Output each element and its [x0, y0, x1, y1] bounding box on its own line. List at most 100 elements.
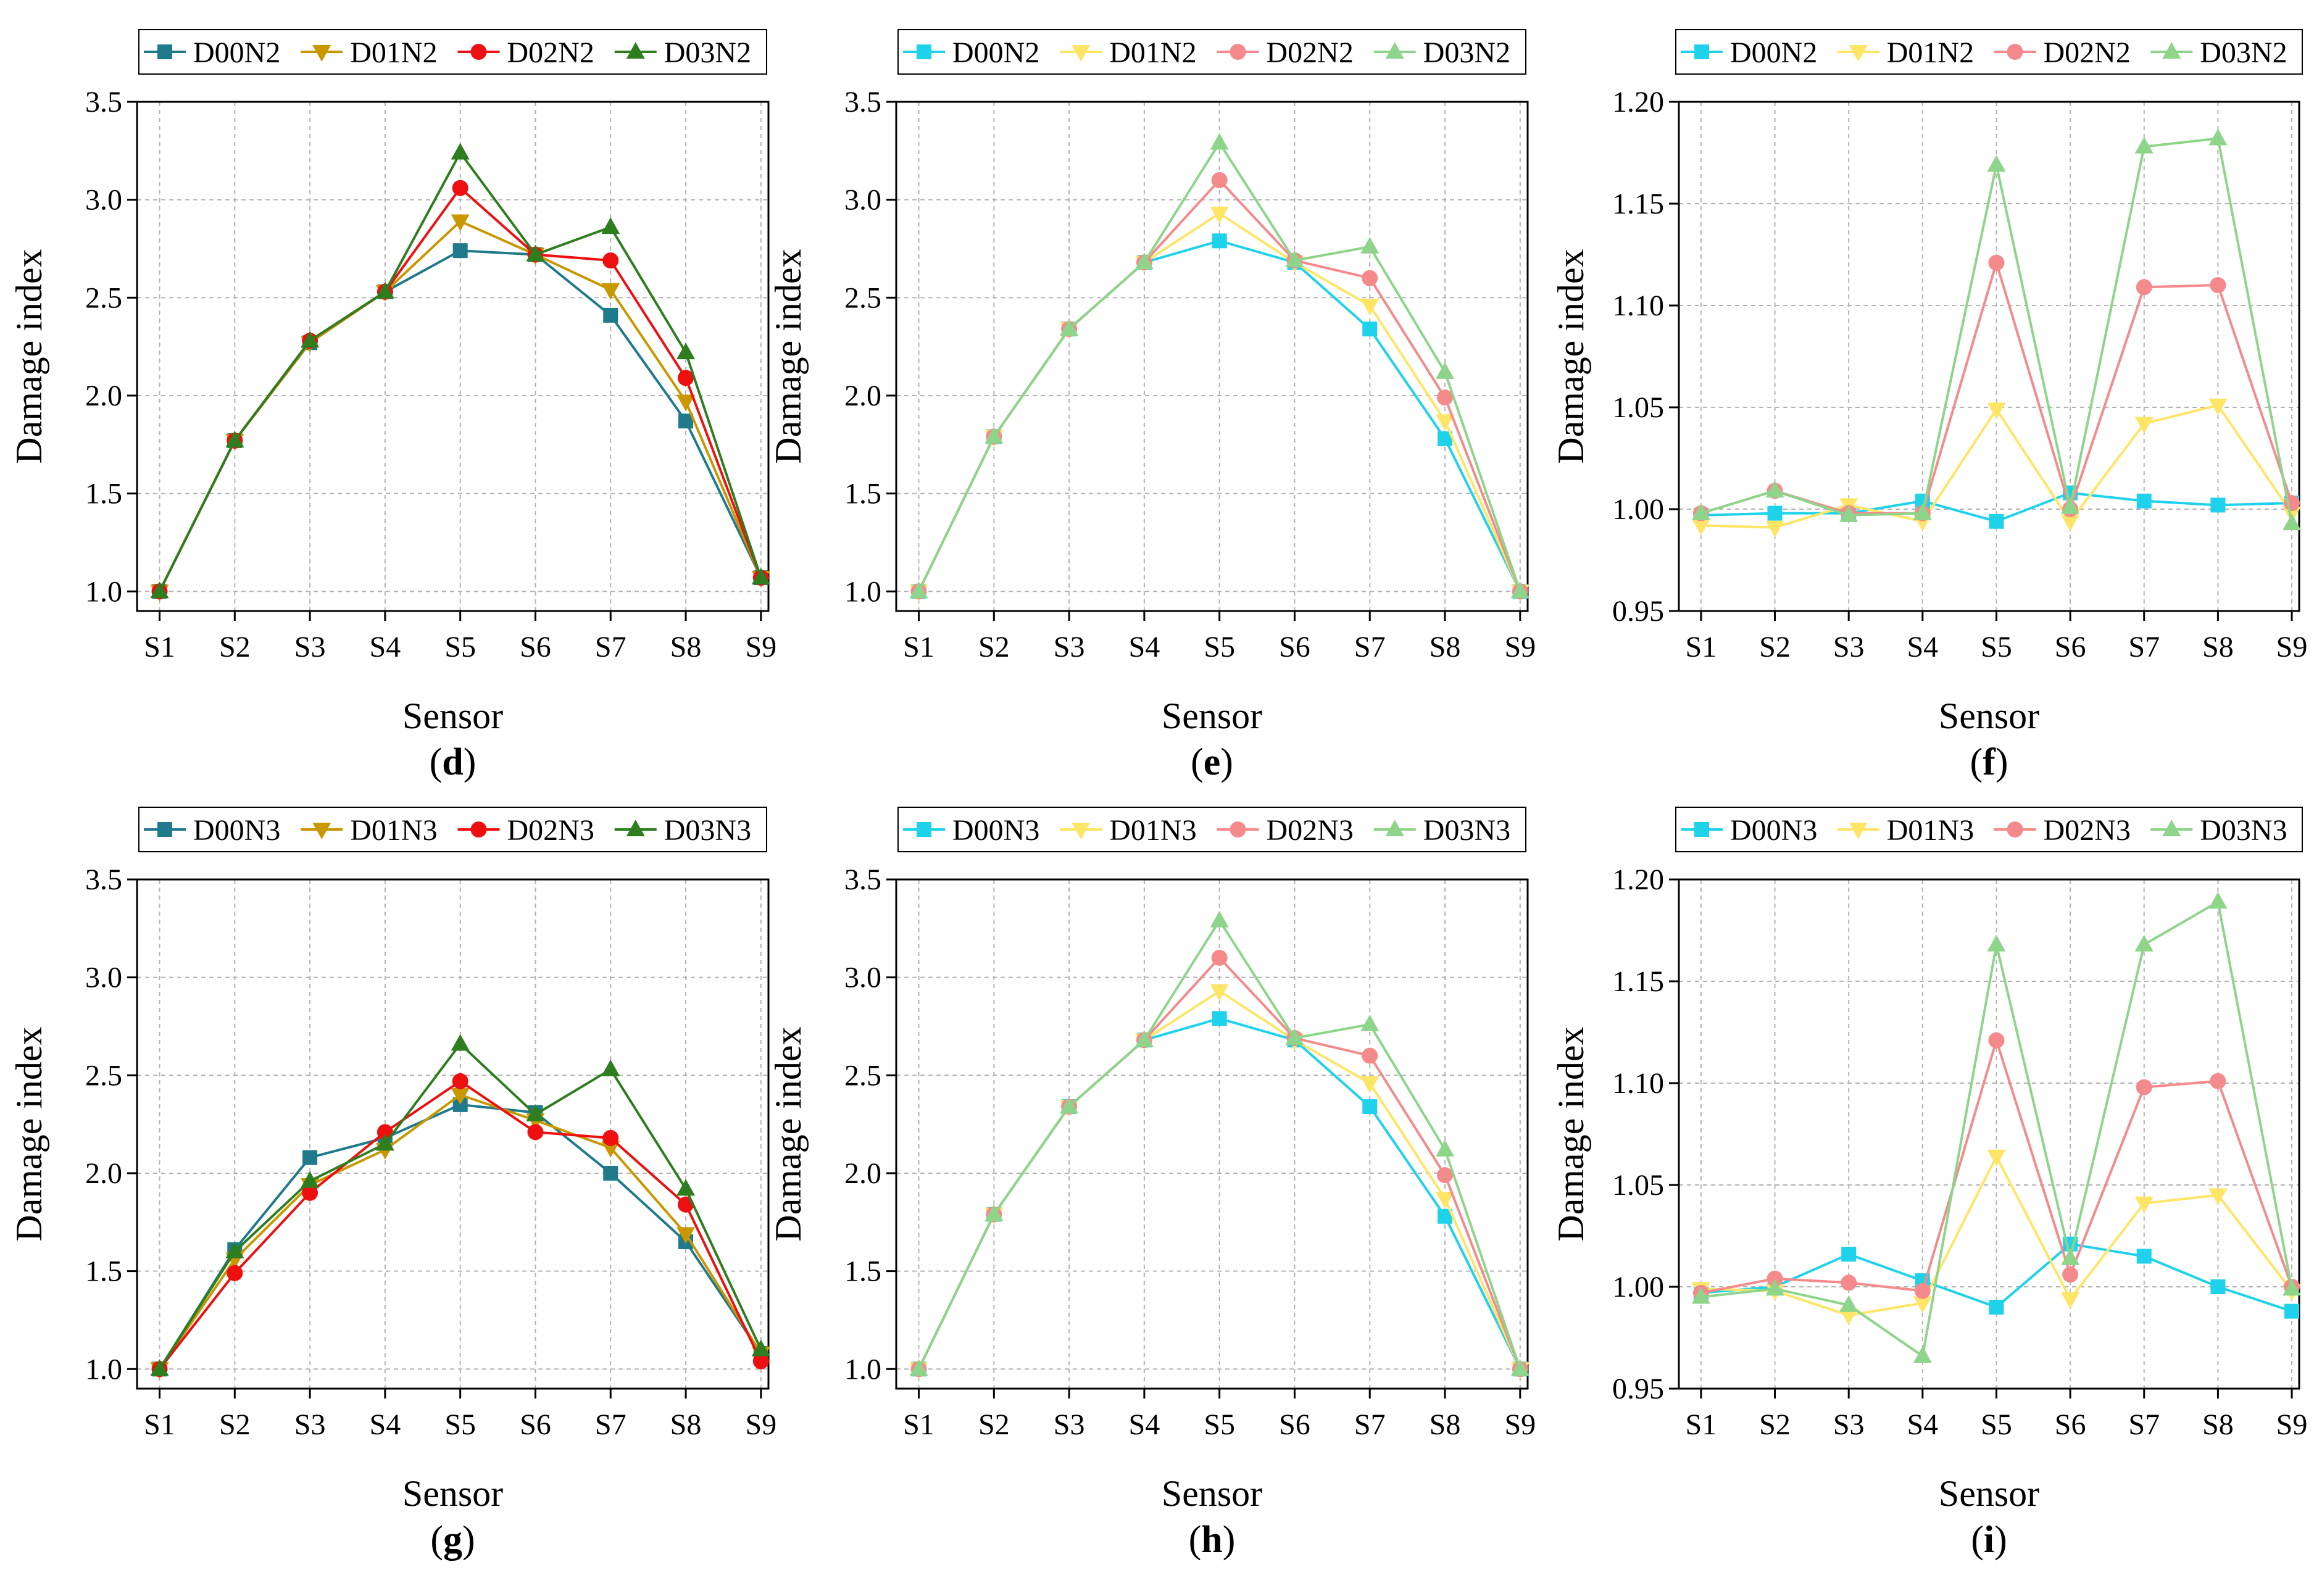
- data-point: [526, 1104, 545, 1121]
- data-point: [527, 1124, 544, 1141]
- legend: D00N3 D01N3 D02N3 D03N3: [897, 807, 1526, 852]
- data-point: [2136, 1249, 2152, 1264]
- data-point: [1765, 1279, 1784, 1296]
- data-point: [1988, 1032, 2005, 1049]
- panel-letter: h: [1201, 1519, 1222, 1561]
- data-point: [1841, 1274, 1857, 1291]
- series-D03N3: [150, 1034, 770, 1376]
- legend-label: D01N2: [1887, 36, 1974, 69]
- y-tick-label: 1.00: [1612, 1271, 1664, 1303]
- data-point: [984, 426, 1004, 444]
- y-axis-title: Damage index: [1550, 1026, 1591, 1241]
- y-tick-label: 1.05: [1612, 1169, 1664, 1202]
- legend-marker-D02N2: [1230, 44, 1246, 60]
- y-tick-label: 3.5: [844, 863, 881, 896]
- data-point: [451, 214, 470, 231]
- x-tick-label: S5: [1204, 1408, 1235, 1441]
- x-tick-label: S8: [1430, 1408, 1461, 1441]
- x-tick-label: S3: [1054, 1408, 1085, 1441]
- panel-label: (f): [1970, 741, 2008, 783]
- legend-marker-D00N2: [917, 44, 931, 59]
- data-point: [2283, 513, 2302, 531]
- y-tick-label: 2.5: [85, 1059, 122, 1092]
- x-tick-label: S6: [2055, 1408, 2086, 1441]
- legend-label: D03N3: [664, 814, 751, 847]
- data-point: [2210, 497, 2226, 513]
- y-tick-label: 1.5: [844, 1255, 881, 1288]
- y-tick-label: 2.0: [844, 380, 881, 412]
- data-point: [452, 1073, 468, 1089]
- series-D03N2: [909, 133, 1529, 599]
- y-tick-label: 2.5: [85, 281, 122, 314]
- x-axis-title: Sensor: [1939, 1473, 2039, 1514]
- data-point: [1362, 1099, 1378, 1115]
- series-D03N2: [150, 143, 770, 599]
- data-point: [1989, 513, 2004, 529]
- y-tick-label: 3.5: [844, 86, 881, 118]
- data-point: [678, 1196, 694, 1213]
- panel-h: S1 S2 S3 S4 S5 S6 S7 S8 S9 1.0 1.5 2.0 2.5 3.0 3.5 Sens…: [768, 807, 1536, 1561]
- legend: D00N2 D01N2 D02N2 D03N2: [138, 29, 767, 75]
- data-point: [2134, 417, 2154, 434]
- legend-marker-D01N2: [1849, 45, 1868, 62]
- legend-label: D00N2: [193, 36, 280, 69]
- legend-label: D02N3: [507, 814, 594, 847]
- x-tick-label: S1: [903, 631, 934, 663]
- data-point: [301, 1171, 320, 1188]
- x-axis-title: Sensor: [402, 696, 503, 736]
- y-tick-label: 1.0: [85, 1353, 122, 1386]
- legend-marker-D02N3: [1230, 821, 1246, 837]
- series-D03N3: [1691, 892, 2302, 1363]
- x-tick-label: S1: [1686, 631, 1717, 663]
- x-tick-label: S6: [2055, 631, 2086, 663]
- x-tick-label: S3: [1833, 1408, 1865, 1441]
- legend-marker-D03N3: [626, 820, 645, 836]
- data-point: [1436, 362, 1455, 379]
- series-D03N2: [1691, 128, 2302, 531]
- data-point: [751, 1339, 770, 1357]
- data-point: [1210, 133, 1229, 150]
- legend: D00N2 D01N2 D02N2 D03N2: [1675, 29, 2303, 75]
- y-tick-label: 0.95: [1612, 1373, 1664, 1405]
- y-tick-label: 1.05: [1612, 391, 1664, 424]
- data-point: [2210, 1279, 2226, 1294]
- data-point: [1987, 1149, 2006, 1166]
- y-tick-label: 1.10: [1612, 1067, 1664, 1100]
- legend-marker-D02N2: [470, 44, 487, 60]
- plot-frame: [136, 878, 770, 1390]
- data-point: [1988, 254, 2005, 271]
- y-tick-label: 1.5: [85, 1255, 122, 1288]
- data-point: [1914, 1282, 1931, 1299]
- legend-label: D02N2: [2044, 36, 2131, 69]
- data-point: [1437, 389, 1454, 406]
- data-point: [1839, 1308, 1858, 1326]
- data-point: [2061, 1292, 2080, 1309]
- panel-d: S1 S2 S3 S4 S5 S6 S7 S8 S9 1.0 1.5 2.0 2.5 3.0 3.5 Sens…: [9, 29, 776, 783]
- data-point: [1913, 1346, 1932, 1363]
- legend-box: [897, 807, 1526, 852]
- data-point: [603, 307, 618, 323]
- x-tick-label: S5: [1981, 1408, 2012, 1441]
- x-tick-label: S8: [670, 631, 702, 663]
- data-point: [2283, 1279, 2302, 1296]
- y-tick-label: 2.5: [844, 281, 881, 314]
- x-tick-label: S7: [1354, 1408, 1386, 1441]
- panel-letter: f: [1983, 741, 1996, 783]
- y-tick-label: 1.00: [1612, 493, 1664, 526]
- x-tick-label: S6: [1279, 1408, 1310, 1441]
- data-point: [1767, 1270, 1783, 1287]
- legend-marker-D01N2: [1072, 45, 1091, 62]
- legend-label: D03N2: [664, 36, 751, 69]
- legend-marker-D03N2: [626, 42, 645, 59]
- x-tick-label: S9: [1504, 631, 1536, 663]
- y-axis-title: Damage index: [9, 1026, 49, 1241]
- data-point: [676, 394, 696, 412]
- legend-marker-D02N3: [470, 821, 487, 837]
- y-axis-title: Damage index: [1550, 249, 1591, 463]
- data-point: [909, 1359, 928, 1376]
- legend-marker-D03N2: [1385, 42, 1404, 59]
- data-point: [452, 243, 468, 259]
- x-tick-label: S5: [1981, 631, 2012, 663]
- panel-label: (g): [430, 1519, 475, 1561]
- y-tick-label: 1.0: [85, 575, 122, 608]
